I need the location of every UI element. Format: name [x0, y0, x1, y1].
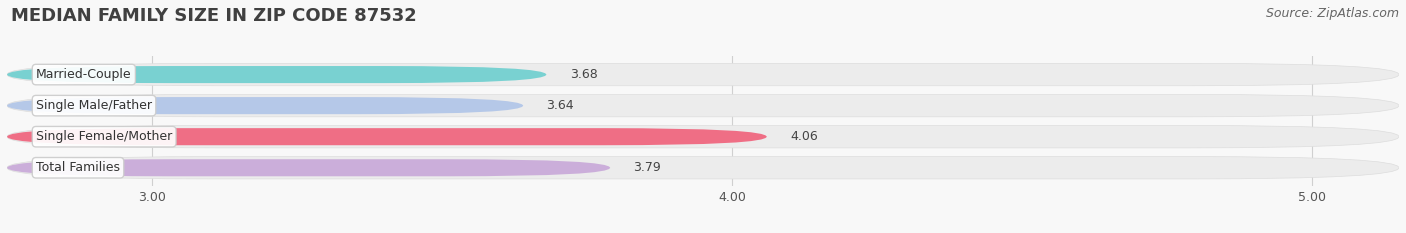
Text: MEDIAN FAMILY SIZE IN ZIP CODE 87532: MEDIAN FAMILY SIZE IN ZIP CODE 87532: [11, 7, 418, 25]
Text: 4.06: 4.06: [790, 130, 818, 143]
FancyBboxPatch shape: [7, 63, 1399, 86]
Text: 3.68: 3.68: [569, 68, 598, 81]
Text: Source: ZipAtlas.com: Source: ZipAtlas.com: [1265, 7, 1399, 20]
FancyBboxPatch shape: [7, 94, 1399, 117]
FancyBboxPatch shape: [7, 128, 766, 145]
FancyBboxPatch shape: [7, 157, 1399, 179]
FancyBboxPatch shape: [7, 159, 610, 176]
Text: 3.79: 3.79: [634, 161, 661, 174]
Text: Single Male/Father: Single Male/Father: [37, 99, 152, 112]
FancyBboxPatch shape: [7, 66, 547, 83]
Text: Single Female/Mother: Single Female/Mother: [37, 130, 173, 143]
FancyBboxPatch shape: [7, 126, 1399, 148]
Text: Married-Couple: Married-Couple: [37, 68, 132, 81]
Text: Total Families: Total Families: [37, 161, 120, 174]
FancyBboxPatch shape: [7, 97, 523, 114]
Text: 3.64: 3.64: [547, 99, 574, 112]
